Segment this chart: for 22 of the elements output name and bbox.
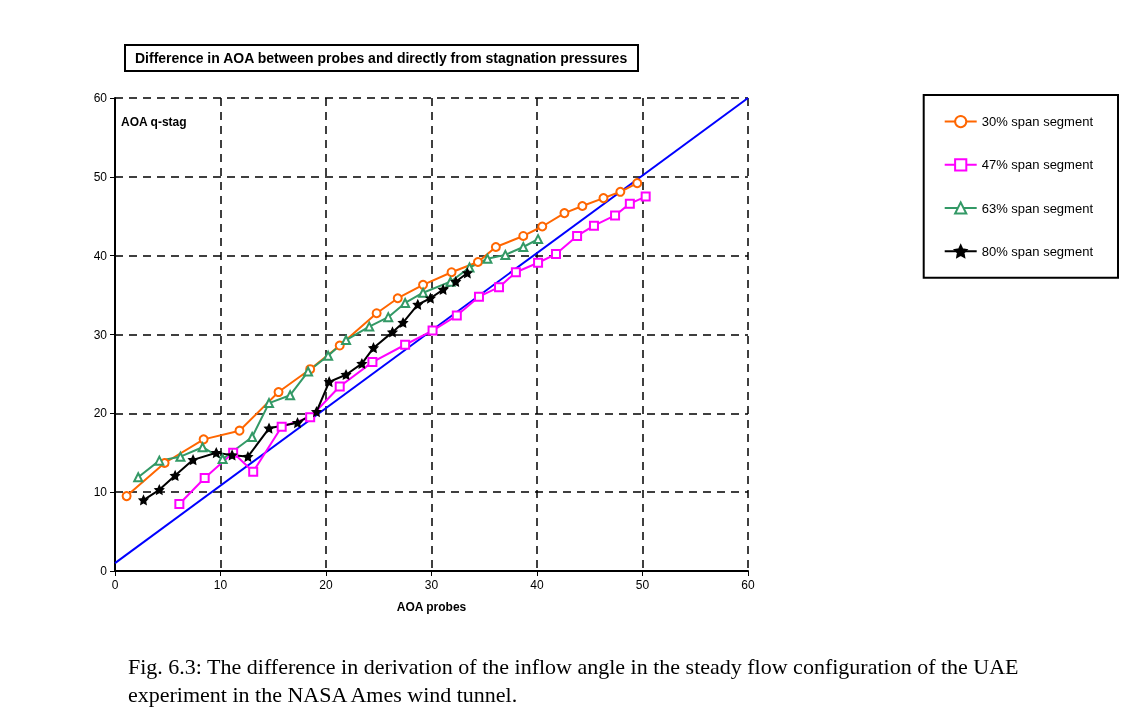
chart-title: Difference in AOA between probes and directly from stagnation pressures <box>135 50 628 66</box>
y-axis-title: AOA q-stag <box>121 115 187 129</box>
y-tick-label: 30 <box>93 327 108 342</box>
x-tick-label: 50 <box>635 578 650 592</box>
legend-label: 63% span segment <box>981 200 1094 216</box>
y-tick-label: 40 <box>93 248 108 263</box>
x-axis-title: AOA probes <box>396 600 467 614</box>
y-tick-label: 20 <box>93 406 108 421</box>
x-tick-label: 40 <box>530 578 544 592</box>
legend-label: 47% span segment <box>981 157 1094 173</box>
x-tick-label: 10 <box>213 578 228 592</box>
caption: Fig. 6.3: The difference in derivation of the inflow angle in the steady flow configuration of the UAE experiment in the NASA Ames wind tunnel. <box>128 653 1025 707</box>
x-tick-label: 30 <box>424 578 439 592</box>
legend-label: 30% span segment <box>981 114 1094 130</box>
legend-label: 80% span segment <box>981 243 1094 259</box>
y-tick-label: 50 <box>93 169 108 184</box>
x-tick-label: 60 <box>741 578 755 592</box>
x-tick-label: 0 <box>111 578 119 592</box>
y-tick-label: 10 <box>93 485 108 500</box>
y-tick-label: 0 <box>100 564 108 578</box>
y-tick-label: 60 <box>93 91 108 105</box>
x-tick-label: 20 <box>319 578 333 592</box>
